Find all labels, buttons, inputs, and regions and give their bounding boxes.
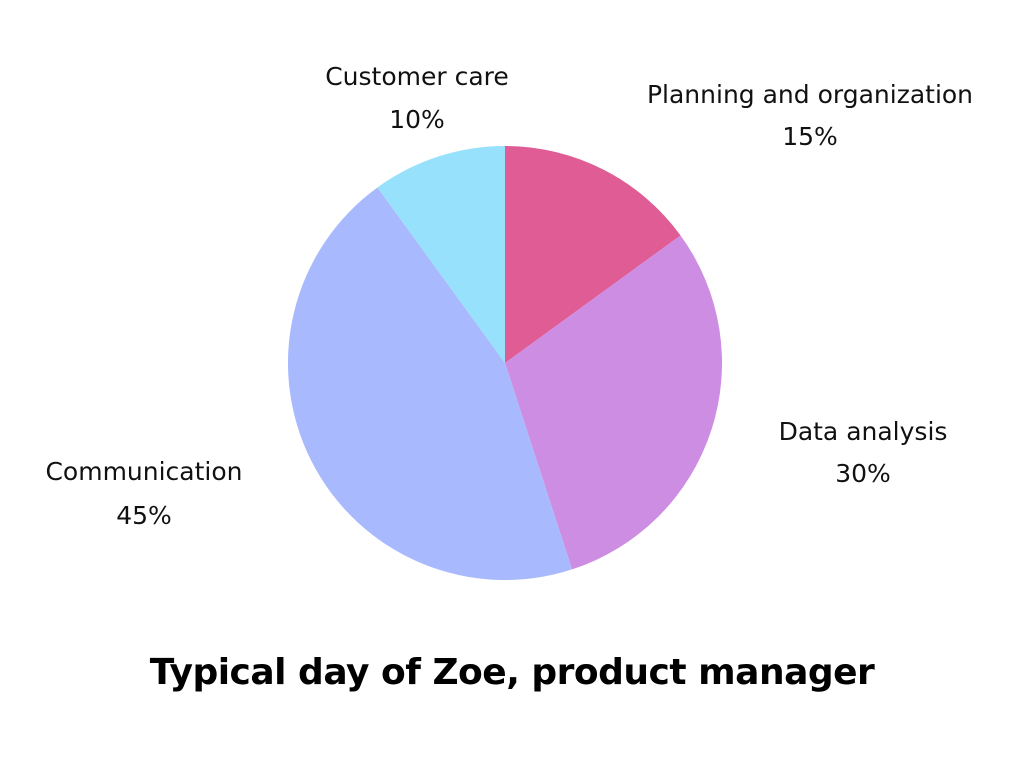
pie-slice-planning-and-organization [505, 145, 681, 363]
slice-label-planning-and-organization: Planning and organization [647, 80, 973, 109]
pie-slices [287, 145, 723, 581]
slice-value-data-analysis: 30% [835, 459, 891, 488]
slice-value-planning-and-organization: 15% [782, 122, 838, 151]
pie-slice-communication [287, 187, 573, 581]
slice-value-communication: 45% [116, 501, 172, 530]
slice-label-communication: Communication [45, 457, 242, 486]
slice-value-customer-care: 10% [389, 105, 445, 134]
slice-label-customer-care: Customer care [325, 62, 509, 91]
pie-slice-data-analysis [505, 235, 723, 570]
chart-title: Typical day of Zoe, product manager [149, 652, 875, 693]
slice-labels: Planning and organization 15% Data analysi… [45, 62, 973, 530]
slice-label-data-analysis: Data analysis [779, 417, 948, 446]
pie-slice-customer-care [377, 146, 505, 363]
